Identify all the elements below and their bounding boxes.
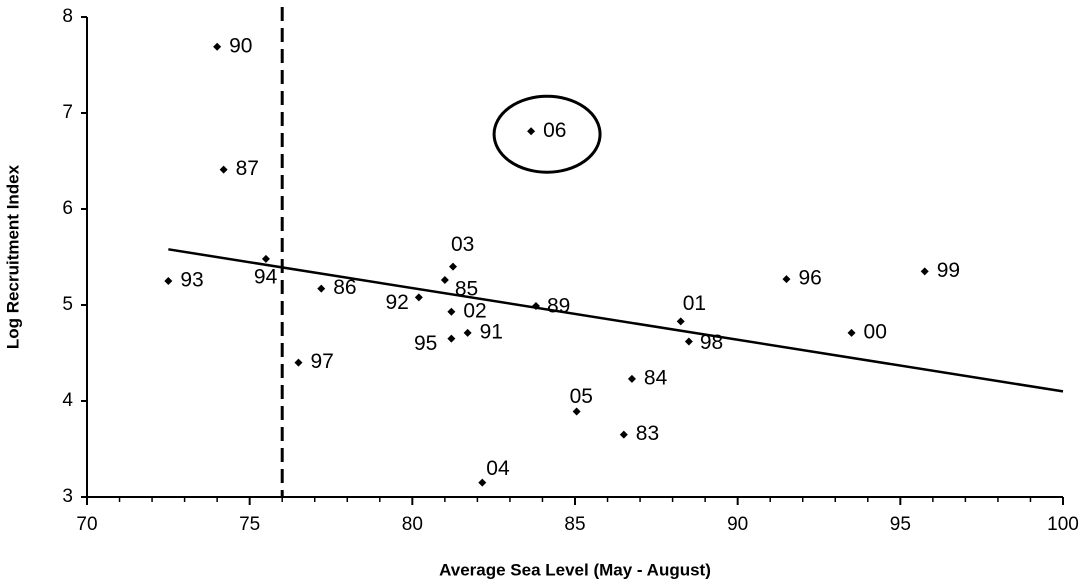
- point: [478, 478, 487, 487]
- point-label: 87: [236, 157, 259, 180]
- point: [782, 275, 791, 284]
- trend-line: [168, 248, 1064, 393]
- point: [684, 337, 693, 346]
- point: [414, 293, 423, 302]
- point: [440, 276, 449, 285]
- point-label: 86: [333, 276, 356, 299]
- x-tick-label: 90: [727, 514, 748, 535]
- point-label: 03: [451, 233, 474, 256]
- point-label: 84: [644, 366, 668, 389]
- point: [920, 267, 929, 276]
- x-tick-label: 95: [890, 514, 911, 535]
- x-tick-label: 80: [402, 514, 423, 535]
- point-label: 89: [547, 295, 570, 318]
- point-label: 96: [798, 267, 821, 290]
- point-label: 91: [480, 320, 503, 343]
- point: [676, 317, 685, 326]
- y-tick-label: 7: [62, 102, 73, 123]
- point: [447, 307, 456, 316]
- point: [572, 407, 581, 416]
- point-label: 83: [636, 422, 659, 445]
- point: [213, 42, 222, 51]
- point: [463, 328, 472, 337]
- point-label: 85: [455, 278, 478, 301]
- point-label: 98: [700, 331, 723, 354]
- point-label: 95: [414, 332, 437, 355]
- point-label: 92: [385, 291, 408, 314]
- highlight-circle: [492, 94, 602, 174]
- point-label: 94: [254, 265, 278, 288]
- point-label: 01: [683, 292, 706, 315]
- x-tick-label: 100: [1047, 514, 1079, 535]
- point-label: 06: [543, 119, 566, 142]
- point-label: 00: [864, 320, 887, 343]
- x-tick-label: 70: [76, 514, 97, 535]
- point-label: 99: [937, 259, 960, 282]
- y-tick-label: 4: [62, 390, 73, 411]
- point: [619, 430, 628, 439]
- y-axis-title: Log Recruitment Index: [3, 164, 22, 349]
- point: [627, 374, 636, 383]
- point: [447, 334, 456, 343]
- point: [317, 284, 326, 293]
- point-label: 97: [310, 350, 333, 373]
- x-axis-title: Average Sea Level (May - August): [439, 560, 711, 579]
- point-label: 05: [570, 385, 593, 408]
- point-label: 02: [463, 299, 486, 322]
- x-tick-label: 85: [564, 514, 585, 535]
- point: [294, 358, 303, 367]
- point: [531, 301, 540, 310]
- x-tick-label: 75: [239, 514, 260, 535]
- y-tick-label: 8: [62, 6, 73, 27]
- point: [164, 277, 173, 285]
- y-tick-label: 3: [62, 486, 73, 507]
- point-label: 90: [229, 34, 252, 57]
- point: [219, 165, 228, 174]
- point-label: 04: [486, 457, 510, 480]
- point: [847, 328, 856, 337]
- point-label: 93: [180, 269, 203, 292]
- y-tick-label: 6: [62, 198, 73, 219]
- point: [449, 262, 457, 271]
- point: [527, 127, 536, 136]
- point: [261, 254, 270, 263]
- y-tick-label: 5: [62, 294, 73, 315]
